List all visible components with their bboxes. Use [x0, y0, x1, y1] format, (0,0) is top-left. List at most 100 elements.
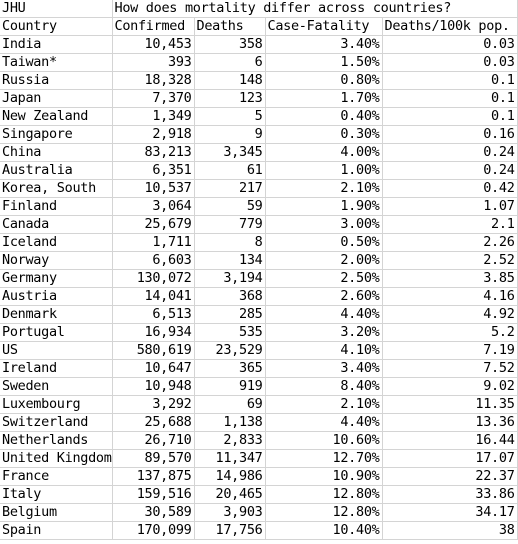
case-fatality-cell[interactable]: 1.50%	[265, 53, 383, 72]
country-cell[interactable]: Austria	[0, 287, 113, 306]
country-cell[interactable]: Portugal	[0, 323, 113, 342]
case-fatality-cell[interactable]: 1.90%	[265, 197, 383, 216]
case-fatality-cell[interactable]: 4.40%	[265, 305, 383, 324]
deaths-cell[interactable]: 3,194	[194, 269, 266, 288]
deaths-per-100k-cell[interactable]: 7.52	[382, 359, 518, 378]
case-fatality-cell[interactable]: 4.40%	[265, 413, 383, 432]
header-case-fatality[interactable]: Case-Fatality	[265, 17, 383, 36]
case-fatality-cell[interactable]: 4.00%	[265, 143, 383, 162]
confirmed-cell[interactable]: 1,349	[112, 107, 195, 126]
confirmed-cell[interactable]: 7,370	[112, 89, 195, 108]
confirmed-cell[interactable]: 137,875	[112, 467, 195, 486]
deaths-cell[interactable]: 14,986	[194, 467, 266, 486]
case-fatality-cell[interactable]: 2.10%	[265, 179, 383, 198]
case-fatality-cell[interactable]: 10.90%	[265, 467, 383, 486]
deaths-per-100k-cell[interactable]: 17.07	[382, 449, 518, 468]
country-cell[interactable]: China	[0, 143, 113, 162]
deaths-cell[interactable]: 8	[194, 233, 266, 252]
country-cell[interactable]: Belgium	[0, 503, 113, 522]
deaths-cell[interactable]: 69	[194, 395, 266, 414]
deaths-cell[interactable]: 3,345	[194, 143, 266, 162]
deaths-cell[interactable]: 123	[194, 89, 266, 108]
deaths-per-100k-cell[interactable]: 13.36	[382, 413, 518, 432]
deaths-cell[interactable]: 5	[194, 107, 266, 126]
case-fatality-cell[interactable]: 0.40%	[265, 107, 383, 126]
deaths-cell[interactable]: 365	[194, 359, 266, 378]
confirmed-cell[interactable]: 83,213	[112, 143, 195, 162]
source-label-cell[interactable]: JHU	[0, 0, 113, 18]
confirmed-cell[interactable]: 1,711	[112, 233, 195, 252]
country-cell[interactable]: New Zealand	[0, 107, 113, 126]
deaths-per-100k-cell[interactable]: 2.52	[382, 251, 518, 270]
deaths-cell[interactable]: 779	[194, 215, 266, 234]
country-cell[interactable]: Switzerland	[0, 413, 113, 432]
deaths-cell[interactable]: 134	[194, 251, 266, 270]
country-cell[interactable]: Russia	[0, 71, 113, 90]
case-fatality-cell[interactable]: 0.30%	[265, 125, 383, 144]
country-cell[interactable]: Luxembourg	[0, 395, 113, 414]
country-cell[interactable]: France	[0, 467, 113, 486]
deaths-per-100k-cell[interactable]: 38	[382, 521, 518, 540]
country-cell[interactable]: Netherlands	[0, 431, 113, 450]
case-fatality-cell[interactable]: 2.00%	[265, 251, 383, 270]
confirmed-cell[interactable]: 18,328	[112, 71, 195, 90]
confirmed-cell[interactable]: 6,351	[112, 161, 195, 180]
deaths-per-100k-cell[interactable]: 0.24	[382, 161, 518, 180]
header-confirmed[interactable]: Confirmed	[112, 17, 195, 36]
deaths-per-100k-cell[interactable]: 9.02	[382, 377, 518, 396]
country-cell[interactable]: Spain	[0, 521, 113, 540]
confirmed-cell[interactable]: 2,918	[112, 125, 195, 144]
confirmed-cell[interactable]: 3,292	[112, 395, 195, 414]
case-fatality-cell[interactable]: 12.80%	[265, 485, 383, 504]
deaths-cell[interactable]: 20,465	[194, 485, 266, 504]
case-fatality-cell[interactable]: 12.70%	[265, 449, 383, 468]
deaths-per-100k-cell[interactable]: 33.86	[382, 485, 518, 504]
confirmed-cell[interactable]: 26,710	[112, 431, 195, 450]
deaths-cell[interactable]: 919	[194, 377, 266, 396]
confirmed-cell[interactable]: 25,688	[112, 413, 195, 432]
confirmed-cell[interactable]: 6,513	[112, 305, 195, 324]
deaths-per-100k-cell[interactable]: 1.07	[382, 197, 518, 216]
confirmed-cell[interactable]: 14,041	[112, 287, 195, 306]
country-cell[interactable]: Finland	[0, 197, 113, 216]
country-cell[interactable]: Singapore	[0, 125, 113, 144]
country-cell[interactable]: Australia	[0, 161, 113, 180]
deaths-per-100k-cell[interactable]: 0.1	[382, 107, 518, 126]
deaths-per-100k-cell[interactable]: 4.92	[382, 305, 518, 324]
confirmed-cell[interactable]: 170,099	[112, 521, 195, 540]
deaths-cell[interactable]: 61	[194, 161, 266, 180]
country-cell[interactable]: Norway	[0, 251, 113, 270]
country-cell[interactable]: India	[0, 35, 113, 54]
case-fatality-cell[interactable]: 8.40%	[265, 377, 383, 396]
deaths-per-100k-cell[interactable]: 2.26	[382, 233, 518, 252]
deaths-per-100k-cell[interactable]: 16.44	[382, 431, 518, 450]
deaths-cell[interactable]: 6	[194, 53, 266, 72]
deaths-cell[interactable]: 3,903	[194, 503, 266, 522]
confirmed-cell[interactable]: 130,072	[112, 269, 195, 288]
case-fatality-cell[interactable]: 1.00%	[265, 161, 383, 180]
deaths-per-100k-cell[interactable]: 34.17	[382, 503, 518, 522]
country-cell[interactable]: US	[0, 341, 113, 360]
country-cell[interactable]: United Kingdom	[0, 449, 113, 468]
country-cell[interactable]: Taiwan*	[0, 53, 113, 72]
deaths-cell[interactable]: 9	[194, 125, 266, 144]
country-cell[interactable]: Korea, South	[0, 179, 113, 198]
country-cell[interactable]: Italy	[0, 485, 113, 504]
deaths-per-100k-cell[interactable]: 11.35	[382, 395, 518, 414]
deaths-cell[interactable]: 148	[194, 71, 266, 90]
case-fatality-cell[interactable]: 2.50%	[265, 269, 383, 288]
deaths-per-100k-cell[interactable]: 22.37	[382, 467, 518, 486]
case-fatality-cell[interactable]: 3.00%	[265, 215, 383, 234]
deaths-per-100k-cell[interactable]: 0.03	[382, 53, 518, 72]
confirmed-cell[interactable]: 16,934	[112, 323, 195, 342]
deaths-cell[interactable]: 1,138	[194, 413, 266, 432]
deaths-cell[interactable]: 285	[194, 305, 266, 324]
deaths-per-100k-cell[interactable]: 0.1	[382, 89, 518, 108]
deaths-cell[interactable]: 23,529	[194, 341, 266, 360]
case-fatality-cell[interactable]: 3.40%	[265, 359, 383, 378]
deaths-cell[interactable]: 217	[194, 179, 266, 198]
case-fatality-cell[interactable]: 0.80%	[265, 71, 383, 90]
country-cell[interactable]: Canada	[0, 215, 113, 234]
deaths-cell[interactable]: 17,756	[194, 521, 266, 540]
confirmed-cell[interactable]: 393	[112, 53, 195, 72]
